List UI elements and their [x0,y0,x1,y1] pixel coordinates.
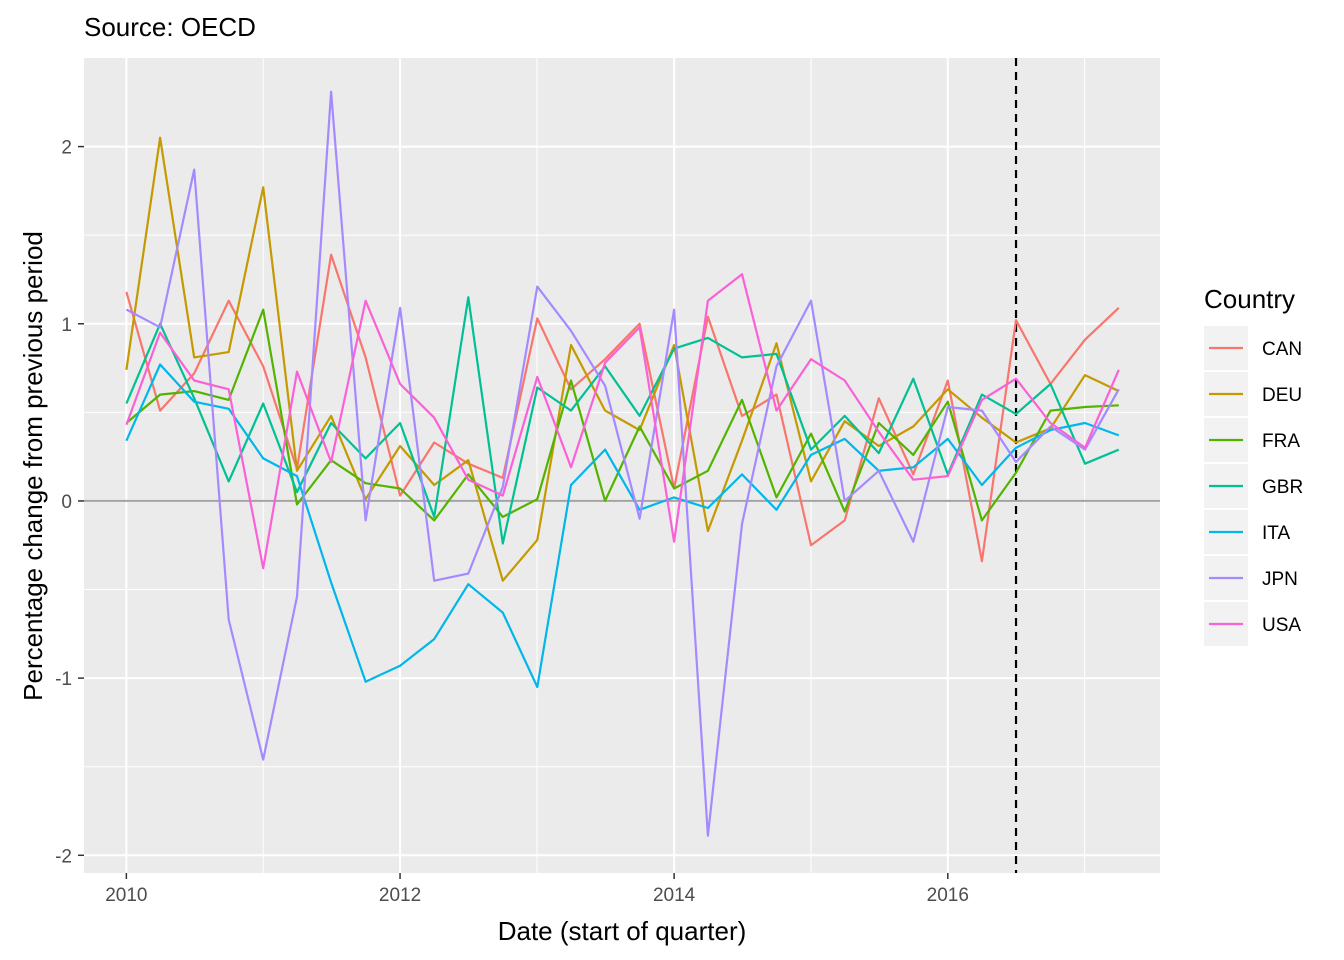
legend-label-ita: ITA [1262,523,1290,544]
series-line-jpn [125,90,1120,837]
y-tick-label: 0 [61,492,72,513]
x-axis-ticks: 2010 2012 2014 2016 [105,873,969,906]
legend-label-deu: DEU [1262,385,1302,406]
legend-label-fra: FRA [1262,431,1300,452]
x-axis-title: Date (start of quarter) [498,916,747,946]
chart-subtitle: Source: OECD [84,12,256,42]
series-line-ita [125,363,1120,689]
x-tick-label: 2016 [927,885,969,906]
legend-label-usa: USA [1262,615,1301,636]
y-axis-ticks: -2 -1 0 1 2 [55,138,84,867]
legend-label-can: CAN [1262,339,1302,360]
series-line-usa [125,273,1120,570]
x-tick-label: 2012 [379,885,421,906]
y-tick-label: -2 [55,846,72,867]
x-tick-label: 2010 [105,885,147,906]
x-tick-label: 2014 [653,885,696,906]
y-axis-title: Percentage change from previous period [18,231,48,701]
series-lines [125,90,1120,837]
minor-gridlines [84,58,1160,873]
series-line-can [125,253,1120,563]
legend-title: Country [1204,284,1295,314]
y-tick-label: -1 [55,669,72,690]
reference-lines [84,58,1160,873]
legend-label-jpn: JPN [1262,569,1298,590]
legend: Country CAN DEU FRA GBR ITA JPN USA [1204,284,1303,646]
legend-label-gbr: GBR [1262,477,1303,498]
y-tick-label: 1 [61,315,72,336]
y-tick-label: 2 [61,138,72,159]
series-line-deu [125,136,1120,582]
